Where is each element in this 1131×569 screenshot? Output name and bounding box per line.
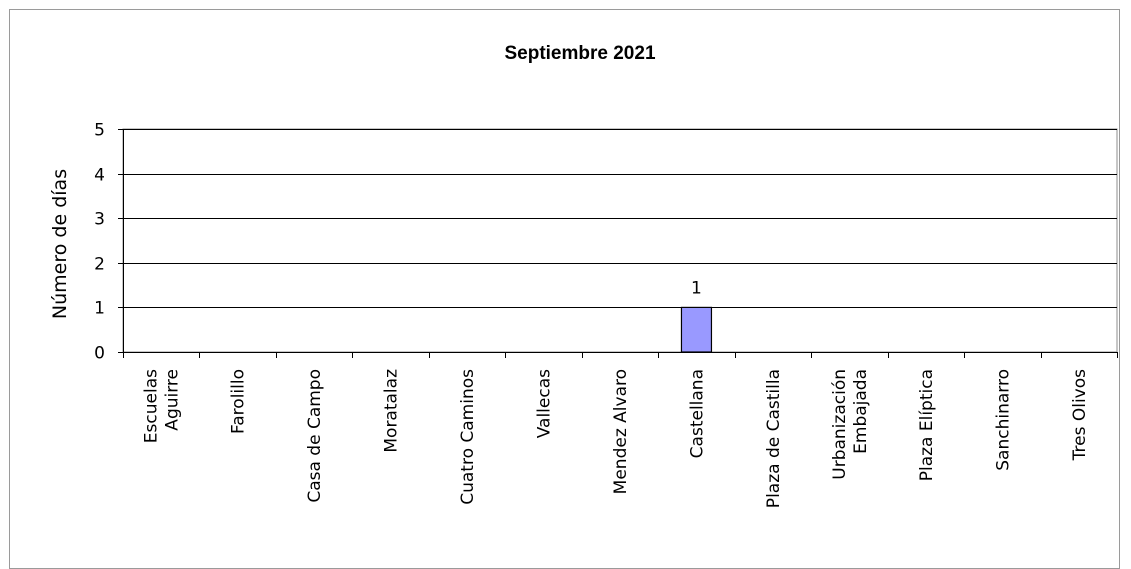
chart-title: Septiembre 2021: [504, 43, 655, 64]
x-tick-label-line: Mendez Alvaro: [611, 369, 631, 494]
x-tick-label: Moratalaz: [382, 369, 402, 453]
chart-frame: [9, 9, 1120, 569]
x-tick-label: Vallecas: [535, 369, 555, 438]
x-tick-label-line: Vallecas: [535, 369, 555, 438]
x-tick-label: Tres Olivos: [1070, 369, 1090, 462]
x-tick-label: Plaza de Castilla: [764, 369, 784, 508]
plot-area: 0 1 2 3 4 5 1 Escuelas Aguirre Farolillo Casa de C…: [94, 121, 1118, 508]
x-tick-label-line: Farolillo: [229, 369, 249, 434]
bar: [680, 306, 713, 353]
x-tick-label: Sanchinarro: [993, 369, 1013, 471]
y-tick-label: 0: [94, 344, 105, 364]
x-tick-label: Escuelas Aguirre: [142, 369, 183, 443]
x-tick-label: Farolillo: [229, 369, 249, 434]
x-tick-label: Castellana: [687, 369, 707, 458]
x-tick-label-line: Casa de Campo: [305, 369, 325, 503]
y-tick-label: 3: [94, 210, 105, 230]
x-tick-label: Cuatro Caminos: [458, 369, 478, 505]
x-tick-label-line: Tres Olivos: [1070, 369, 1090, 462]
x-tick-label-line: Cuatro Caminos: [458, 369, 478, 505]
x-tick-label: Urbanización Embajada: [830, 369, 871, 480]
y-tick-label: 4: [94, 166, 105, 186]
y-tick-label: 1: [94, 299, 105, 319]
x-tick-label: Mendez Alvaro: [611, 369, 631, 494]
y-tick-label: 5: [94, 121, 105, 141]
x-tick-label-line: Escuelas: [142, 369, 162, 443]
y-axis-label: Número de días: [49, 169, 71, 319]
plot-border: [122, 128, 1118, 353]
x-tick-label-line: Sanchinarro: [993, 369, 1013, 471]
x-tick-label-line: Embajada: [851, 369, 871, 454]
x-tick-label-line: Moratalaz: [382, 369, 402, 453]
chart: Septiembre 2021 Número de días 0 1 2 3 4 5 1 Es…: [49, 43, 1118, 508]
data-label: 1: [691, 278, 702, 298]
x-tick-label-line: Plaza de Castilla: [764, 369, 784, 508]
x-tick-label: Plaza Elíptica: [917, 369, 937, 481]
x-tick-label-line: Aguirre: [163, 369, 183, 431]
x-tick-label-line: Plaza Elíptica: [917, 369, 937, 481]
y-tick-label: 2: [94, 255, 105, 275]
x-tick-label-line: Urbanización: [830, 369, 850, 480]
x-tick-label-line: Castellana: [687, 369, 707, 458]
x-tick-label: Casa de Campo: [305, 369, 325, 503]
